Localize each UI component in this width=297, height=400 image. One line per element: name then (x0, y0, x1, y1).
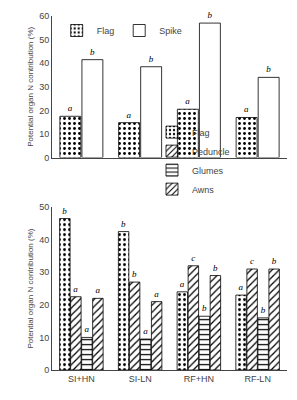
svg-text:a: a (143, 326, 148, 336)
svg-text:b: b (62, 206, 67, 216)
svg-text:a: a (73, 284, 78, 294)
svg-text:b: b (202, 303, 207, 313)
svg-text:30: 30 (39, 267, 49, 277)
svg-text:10: 10 (39, 333, 49, 343)
svg-text:a: a (127, 110, 132, 120)
svg-text:a: a (239, 282, 244, 292)
svg-text:a: a (68, 103, 73, 113)
svg-text:a: a (154, 289, 159, 299)
svg-text:0: 0 (44, 365, 49, 375)
svg-text:a: a (244, 104, 249, 114)
svg-text:RF+HN: RF+HN (184, 374, 214, 384)
svg-text:30: 30 (39, 82, 49, 92)
svg-text:b: b (149, 54, 154, 64)
svg-text:b: b (272, 256, 277, 266)
svg-text:50: 50 (39, 35, 49, 45)
svg-text:Peduncle: Peduncle (192, 147, 230, 157)
svg-text:b: b (261, 305, 266, 315)
svg-text:c: c (191, 253, 195, 263)
svg-text:Potential organ N contribution: Potential organ N contribution (%) (26, 26, 35, 146)
svg-text:10: 10 (39, 129, 49, 139)
svg-text:b: b (207, 10, 212, 20)
svg-text:Glumes: Glumes (192, 166, 224, 176)
svg-text:20: 20 (39, 106, 49, 116)
svg-text:20: 20 (39, 300, 49, 310)
svg-text:b: b (213, 263, 218, 273)
svg-text:Flag: Flag (97, 26, 115, 36)
svg-text:Flag: Flag (192, 128, 210, 138)
svg-text:b: b (121, 219, 126, 229)
svg-text:40: 40 (39, 58, 49, 68)
svg-text:RF-LN: RF-LN (244, 374, 271, 384)
svg-text:b: b (266, 64, 271, 74)
svg-text:50: 50 (39, 202, 49, 212)
svg-text:a: a (95, 285, 100, 295)
svg-text:b: b (132, 269, 137, 279)
svg-text:Awns: Awns (192, 185, 214, 195)
svg-text:a: a (180, 279, 185, 289)
svg-text:a: a (185, 96, 190, 106)
svg-text:40: 40 (39, 235, 49, 245)
svg-text:SI-LN: SI-LN (129, 374, 152, 384)
svg-text:a: a (84, 324, 89, 334)
svg-text:Spike: Spike (159, 26, 182, 36)
svg-text:Potential organ N contribution: Potential organ N contribution (%) (26, 228, 35, 348)
svg-text:SI+HN: SI+HN (68, 374, 95, 384)
svg-text:b: b (90, 47, 95, 57)
svg-text:60: 60 (39, 11, 49, 21)
svg-text:c: c (250, 256, 254, 266)
svg-text:0: 0 (44, 153, 49, 163)
